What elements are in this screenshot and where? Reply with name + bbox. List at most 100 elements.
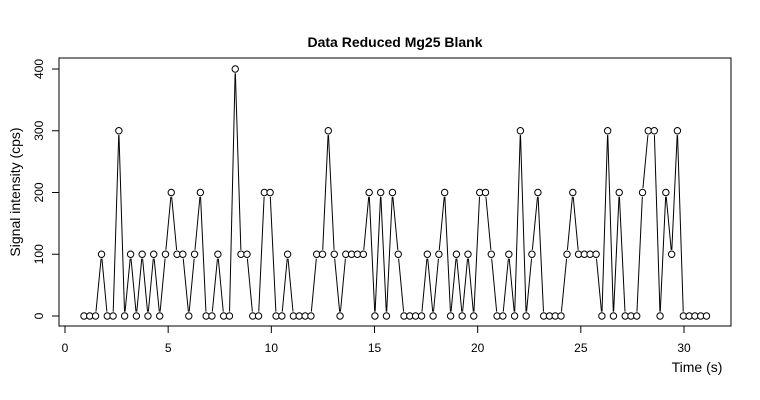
- series-segment: [514, 135, 521, 312]
- series-segment: [653, 135, 661, 312]
- series-segment: [386, 196, 393, 312]
- series-segment: [421, 258, 428, 312]
- data-point: [644, 127, 653, 135]
- data-point: [231, 65, 239, 73]
- series-segment: [537, 196, 544, 312]
- data-point: [196, 188, 205, 197]
- series-segment: [374, 196, 381, 312]
- series-segment: [607, 135, 614, 312]
- x-tick-label: 15: [368, 341, 382, 355]
- x-tick-label: 25: [574, 341, 588, 355]
- series-segment: [613, 196, 620, 312]
- series-segment: [95, 258, 102, 312]
- series-segment: [182, 258, 189, 312]
- series-segment: [165, 196, 172, 250]
- x-axis: 0 5 10 15 20 25 30: [62, 325, 691, 355]
- series-segment: [677, 135, 684, 312]
- series-segment: [217, 258, 224, 312]
- series-segment: [327, 135, 335, 250]
- data-point: [516, 127, 525, 135]
- series-segment: [136, 258, 143, 312]
- data-point: [138, 250, 146, 258]
- y-tick-label: 200: [32, 182, 46, 202]
- data-point: [662, 188, 670, 197]
- x-tick-label: 30: [677, 341, 691, 355]
- series-segment: [334, 258, 341, 312]
- data-point: [97, 250, 106, 258]
- series-segment: [456, 258, 463, 312]
- data-point: [359, 250, 368, 258]
- series-segment: [200, 196, 207, 312]
- series-segment: [246, 258, 253, 312]
- series-segment: [601, 135, 609, 312]
- series-segment: [560, 258, 568, 312]
- series-points: [80, 65, 711, 320]
- series-segment: [211, 258, 218, 312]
- y-tick-label: 300: [32, 120, 46, 140]
- data-point: [371, 312, 379, 320]
- series-segment: [229, 73, 236, 312]
- series-segment: [101, 258, 108, 312]
- data-point: [254, 312, 263, 320]
- series-segment: [380, 196, 387, 312]
- series-segment: [642, 135, 649, 189]
- series-segment: [659, 196, 667, 312]
- data-point: [324, 127, 332, 135]
- series-segment: [258, 196, 265, 312]
- data-point: [569, 188, 577, 197]
- series-segment: [118, 135, 125, 312]
- series-segment: [502, 258, 509, 312]
- data-point: [633, 312, 641, 320]
- data-point: [208, 312, 216, 320]
- data-point: [598, 312, 606, 320]
- data-point: [132, 312, 141, 320]
- series-segment: [310, 258, 317, 312]
- data-point: [505, 250, 513, 258]
- series-segment: [130, 258, 137, 312]
- data-point: [278, 312, 286, 320]
- data-point: [295, 312, 303, 320]
- data-point: [487, 250, 495, 258]
- series-segment: [322, 135, 329, 250]
- data-point: [336, 312, 344, 320]
- data-point: [120, 312, 129, 320]
- data-point: [179, 250, 187, 258]
- series-segment: [194, 196, 201, 250]
- data-point: [522, 312, 530, 320]
- data-point: [592, 250, 600, 258]
- data-point: [440, 188, 449, 197]
- data-point: [225, 312, 234, 320]
- data-point: [353, 250, 362, 258]
- x-tick-label: 10: [265, 341, 279, 355]
- data-point: [423, 250, 432, 258]
- data-point: [144, 312, 152, 320]
- data-point: [429, 312, 437, 320]
- x-axis-label: Time (s): [672, 359, 723, 375]
- data-point: [126, 250, 135, 258]
- data-point: [656, 312, 664, 320]
- series-segment: [269, 196, 277, 312]
- data-point: [307, 312, 315, 320]
- data-point: [417, 312, 426, 320]
- series-segment: [485, 196, 492, 250]
- data-point: [91, 312, 100, 320]
- series-segment: [636, 196, 643, 312]
- y-tick-label: 400: [32, 59, 46, 79]
- y-axis-label: Signal intensity (cps): [7, 127, 23, 256]
- data-point: [458, 312, 466, 320]
- series-segment: [427, 258, 434, 312]
- data-point: [167, 188, 175, 197]
- data-point: [499, 312, 507, 320]
- data-point: [109, 312, 117, 320]
- x-tick-label: 20: [471, 341, 485, 355]
- series-segment: [491, 258, 498, 312]
- data-point: [481, 188, 490, 197]
- series-segment: [671, 135, 678, 250]
- series-segment: [398, 258, 405, 312]
- data-point: [214, 250, 222, 258]
- series-segment: [572, 196, 579, 250]
- data-point: [615, 188, 623, 197]
- series-segment: [142, 258, 149, 312]
- series-segment: [433, 258, 439, 312]
- series-segment: [450, 258, 457, 312]
